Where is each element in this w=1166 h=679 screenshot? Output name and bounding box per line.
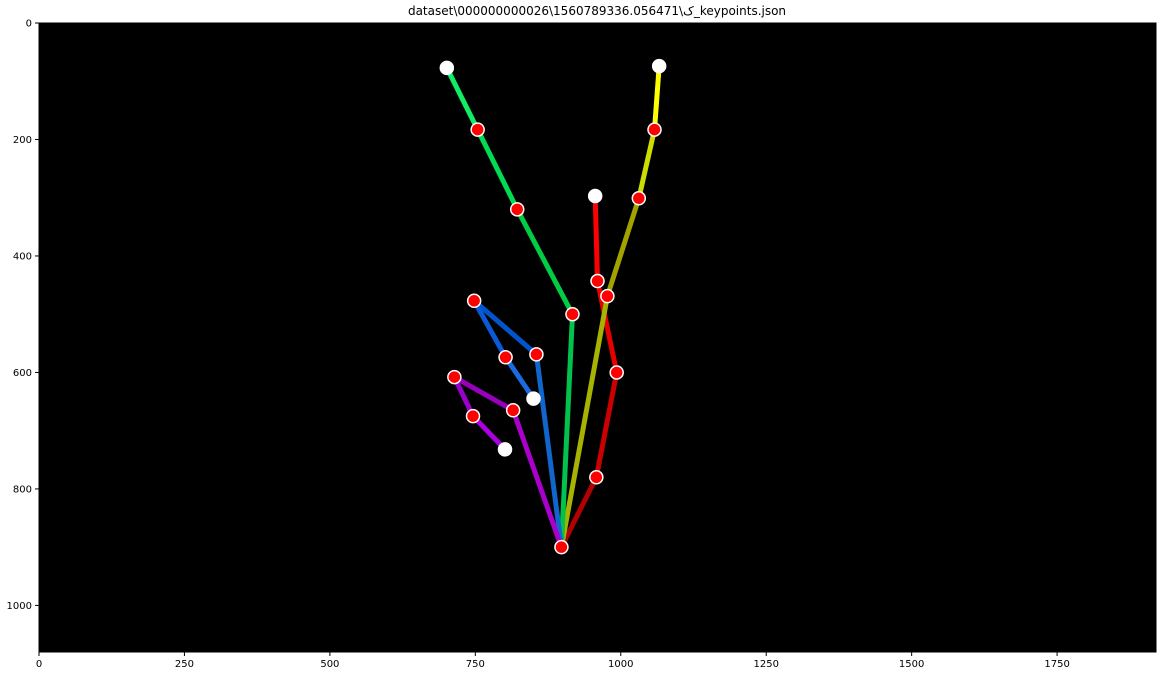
keypoint-16 xyxy=(526,391,541,406)
keypoint-0 xyxy=(554,539,569,555)
bone-0-9 xyxy=(558,314,575,548)
keypoint-9 xyxy=(565,306,580,322)
bone-11-12 xyxy=(444,66,480,131)
bone-0-1 xyxy=(559,476,599,549)
keypoint-8 xyxy=(651,58,667,74)
keypoint-18 xyxy=(447,369,462,385)
x-tick-label: 1500 xyxy=(899,659,924,670)
x-tick-label: 0 xyxy=(36,659,42,670)
keypoint-19 xyxy=(465,408,481,424)
x-tick-label: 250 xyxy=(175,659,194,670)
y-tick-label: 600 xyxy=(13,368,32,379)
keypoint-17 xyxy=(505,403,521,418)
bone-10-11 xyxy=(475,128,520,211)
bone-19-20 xyxy=(471,414,507,452)
bone-5-6 xyxy=(605,197,642,297)
x-tick-label: 500 xyxy=(320,659,339,670)
chart-title: dataset\ک\1560789336.056471\000000000026… xyxy=(407,4,787,18)
x-tick-label: 1750 xyxy=(1044,659,1069,670)
keypoint-14 xyxy=(466,293,482,309)
keypoint-6 xyxy=(631,191,647,206)
bone-1-2 xyxy=(593,371,620,478)
bone-17-18 xyxy=(453,374,515,413)
keypoint-11 xyxy=(470,122,485,137)
bone-6-7 xyxy=(636,129,657,199)
bone-15-16 xyxy=(503,355,536,401)
x-tick-label: 1250 xyxy=(753,659,778,670)
bone-7-8 xyxy=(652,65,662,130)
y-tick-label: 400 xyxy=(13,251,32,262)
keypoint-5 xyxy=(600,288,615,304)
bone-13-14 xyxy=(472,298,539,357)
keypoint-2 xyxy=(609,365,624,380)
keypoint-15 xyxy=(498,350,513,365)
y-tick-label: 0 xyxy=(26,19,32,30)
y-axis: 0 200 400 600 800 1000 xyxy=(7,19,39,612)
y-tick-label: 800 xyxy=(13,484,32,495)
bone-9-10 xyxy=(515,208,575,316)
keypoint-4 xyxy=(587,188,603,204)
plot-frame xyxy=(38,22,1157,653)
keypoint-3 xyxy=(590,273,605,289)
keypoint-7 xyxy=(647,122,662,137)
y-tick-label: 1000 xyxy=(7,601,32,612)
keypoint-13 xyxy=(529,347,544,362)
bone-0-13 xyxy=(533,354,564,548)
x-axis: 0 250 500 750 1000 1250 1500 1750 xyxy=(36,652,1070,670)
bone-3-4 xyxy=(592,195,600,282)
bones-layer xyxy=(444,65,662,549)
x-tick-label: 1000 xyxy=(608,659,633,670)
keypoint-12 xyxy=(439,60,455,76)
bone-0-17 xyxy=(510,409,564,548)
bone-14-15 xyxy=(471,299,508,359)
keypoint-1 xyxy=(589,470,604,485)
points-layer xyxy=(439,58,667,555)
keypoint-20 xyxy=(497,442,513,457)
keypoint-10 xyxy=(509,202,525,217)
y-tick-label: 200 xyxy=(13,135,32,146)
bone-0-5 xyxy=(558,295,610,548)
x-tick-label: 750 xyxy=(466,659,485,670)
